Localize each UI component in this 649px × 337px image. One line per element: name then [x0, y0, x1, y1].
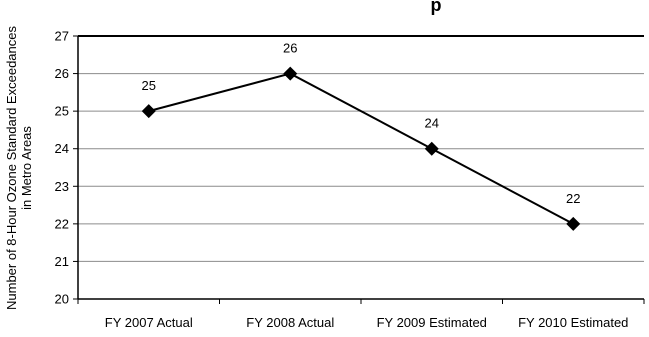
- data-label: 22: [566, 191, 580, 206]
- data-label: 24: [425, 116, 439, 131]
- y-tick-label: 21: [55, 254, 69, 269]
- y-axis-ticks: 20 21 22 23 24 25 26 27: [55, 29, 78, 307]
- y-axis-title: Number of 8-Hour Ozone Standard Exceedan…: [4, 26, 34, 310]
- y-tick-label: 27: [55, 29, 69, 44]
- y-tick-label: 20: [55, 292, 69, 307]
- data-markers: [141, 66, 581, 231]
- gridlines: [78, 35, 644, 262]
- x-tick-label: FY 2008 Actual: [246, 315, 334, 330]
- y-axis-title-line-2: in Metro Areas: [19, 126, 34, 210]
- x-tick-label: FY 2007 Actual: [105, 315, 193, 330]
- y-tick-label: 23: [55, 179, 69, 194]
- series-line: [148, 72, 574, 225]
- data-point-marker: [566, 216, 581, 231]
- y-tick-label: 25: [55, 104, 69, 119]
- data-labels: 25 26 24 22: [142, 41, 581, 206]
- y-axis-title-line-1: Number of 8-Hour Ozone Standard Exceedan…: [4, 26, 19, 310]
- x-axis-ticks: FY 2007 Actual FY 2008 Actual FY 2009 Esti…: [77, 299, 645, 330]
- y-tick-label: 22: [55, 216, 69, 231]
- data-point-marker: [141, 104, 156, 119]
- x-tick-label: FY 2010 Estimated: [518, 315, 628, 330]
- x-tick-label: FY 2009 Estimated: [377, 315, 487, 330]
- y-tick-label: 24: [55, 141, 69, 156]
- axes: [77, 35, 644, 300]
- data-point-marker: [283, 66, 298, 81]
- chart-title-fragment: p: [431, 0, 442, 15]
- data-point-marker: [424, 141, 439, 156]
- series-line-path: [148, 72, 574, 225]
- y-tick-label: 26: [55, 66, 69, 81]
- data-label: 25: [142, 78, 156, 93]
- data-label: 26: [283, 41, 297, 56]
